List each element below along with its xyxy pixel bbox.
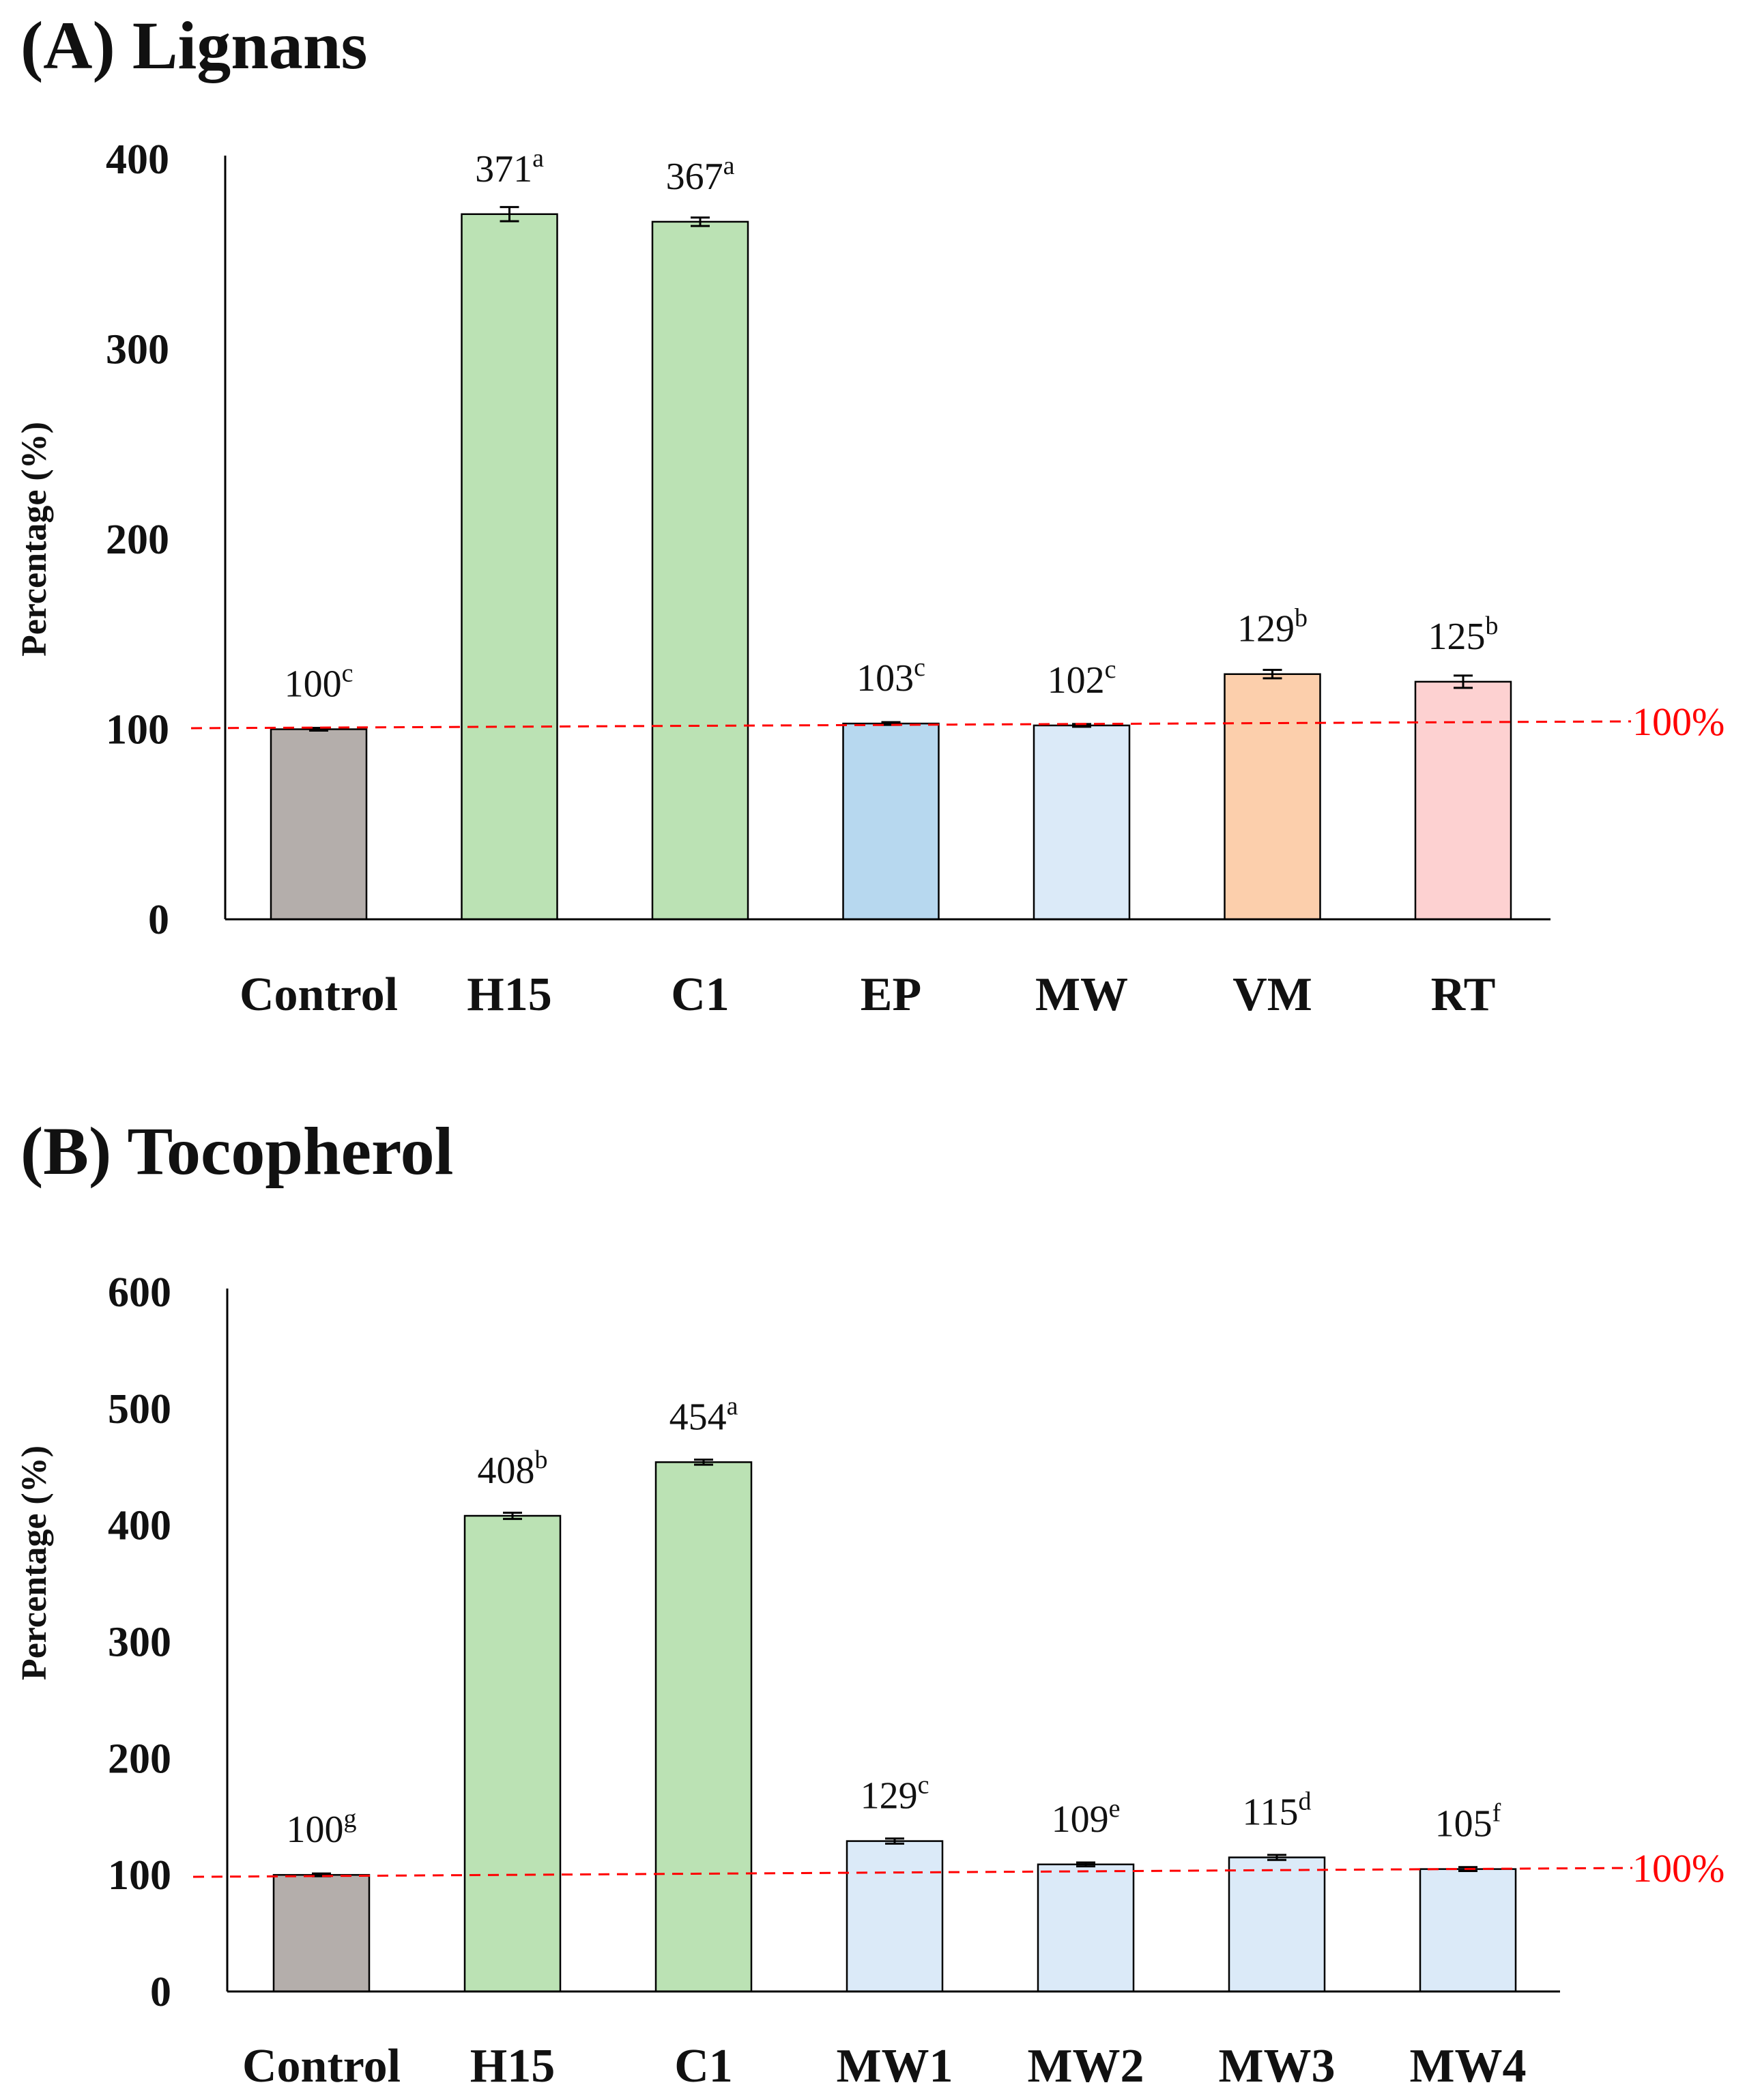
data-label: 100c: [285, 659, 354, 706]
bar-mw1: [846, 1840, 944, 1993]
bar-mw2: [1037, 1863, 1135, 1993]
x-tick-label: H15: [467, 968, 551, 1021]
bar-control: [272, 1873, 371, 1993]
data-label: 367a: [666, 152, 735, 198]
reference-line-label: 100%: [1632, 700, 1725, 744]
error-bar: [1076, 1861, 1095, 1868]
bar-ep: [842, 722, 940, 921]
y-tick-label: 300: [106, 327, 169, 373]
y-tick-label: 400: [106, 136, 169, 183]
chart-panel-lignans: (A) Lignans Percentage (%) 0 100 200 300 400 10…: [15, 8, 1725, 1021]
data-label: 103c: [856, 653, 925, 700]
bar-c1: [654, 1461, 753, 1993]
bar-h15: [463, 1514, 562, 1993]
error-bar: [885, 1837, 904, 1845]
y-tick-label: 100: [106, 707, 169, 753]
reference-line: [190, 720, 1632, 730]
x-tick-label: MW1: [836, 2040, 953, 2092]
x-tick-label: MW3: [1218, 2040, 1335, 2092]
error-bar: [500, 205, 519, 222]
bar-c1: [651, 220, 749, 921]
y-axis-label: Percentage (%): [15, 422, 54, 657]
error-bar: [1267, 1854, 1286, 1861]
bar-mw3: [1228, 1856, 1326, 1993]
error-bar: [503, 1511, 522, 1521]
data-label: 371a: [475, 144, 544, 190]
data-label: 102c: [1048, 655, 1116, 702]
chart-title: (B) Tocopherol: [20, 1113, 453, 1189]
y-tick-label: 100: [108, 1852, 171, 1899]
bar-control: [270, 728, 368, 921]
data-label: 100g: [287, 1804, 357, 1851]
x-tick-label: MW2: [1027, 2040, 1144, 2092]
data-label: 125b: [1428, 612, 1499, 658]
y-tick-label: 0: [150, 1969, 171, 2015]
bar-mw4: [1419, 1868, 1517, 1993]
x-tick-label: MW4: [1409, 2040, 1526, 2092]
x-tick-label: RT: [1431, 968, 1496, 1021]
y-tick-label: 500: [108, 1386, 171, 1433]
y-tick-label: 400: [108, 1503, 171, 1549]
x-tick-label: EP: [861, 968, 921, 1021]
reference-line: [192, 1867, 1633, 1878]
y-tick-label: 0: [148, 897, 169, 943]
y-tick-label: 200: [106, 517, 169, 563]
x-tick-label: Control: [240, 968, 398, 1021]
data-label: 454a: [669, 1392, 738, 1438]
x-tick-label: VM: [1232, 968, 1312, 1021]
x-tick-label: C1: [671, 968, 730, 1021]
data-label: 105f: [1435, 1799, 1501, 1845]
bar-h15: [461, 213, 558, 921]
error-bar: [1454, 674, 1473, 689]
data-label: 109e: [1052, 1794, 1121, 1841]
error-bar: [1263, 669, 1282, 680]
y-tick-label: 300: [108, 1620, 171, 1666]
data-label: 129c: [861, 1771, 929, 1817]
x-tick-label: Control: [242, 2040, 401, 2092]
x-tick-label: MW: [1035, 968, 1128, 1021]
bar-mw: [1033, 724, 1131, 921]
error-bar: [694, 1458, 713, 1466]
chart-title: (A) Lignans: [20, 8, 367, 83]
error-bar: [691, 216, 710, 227]
y-axis-label: Percentage (%): [15, 1445, 54, 1680]
y-tick-label: 200: [108, 1736, 171, 1782]
bar-rt: [1414, 680, 1512, 921]
reference-line-label: 100%: [1632, 1846, 1725, 1890]
data-label: 129b: [1237, 604, 1308, 650]
y-tick-label: 600: [108, 1269, 171, 1316]
chart-panel-tocopherol: (B) Tocopherol Percentage (%) 0 100 200 300 40…: [15, 1113, 1725, 2092]
x-tick-label: H15: [470, 2040, 555, 2092]
data-label: 408b: [478, 1445, 548, 1492]
data-label: 115d: [1243, 1787, 1312, 1834]
x-tick-label: C1: [674, 2040, 733, 2092]
bar-vm: [1224, 673, 1321, 921]
